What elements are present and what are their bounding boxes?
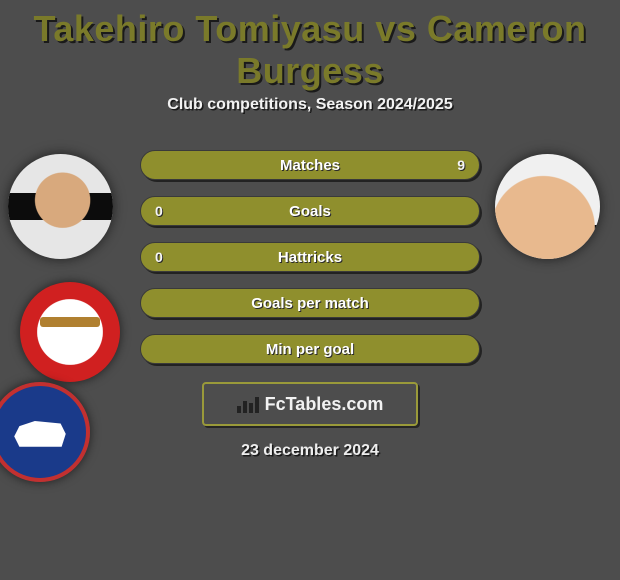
comparison-title: Takehiro Tomiyasu vs Cameron Burgess <box>0 0 620 96</box>
stat-label: Goals per match <box>141 289 479 317</box>
stat-bar-goals-per-match: Goals per match <box>140 288 480 318</box>
stat-bar-goals: 0 Goals <box>140 196 480 226</box>
brand-text: FcTables.com <box>265 394 384 415</box>
player1-face <box>8 154 113 259</box>
stat-label: Goals <box>141 197 479 225</box>
player2-portrait <box>495 154 600 259</box>
player2-face <box>495 154 600 259</box>
stat-label: Hattricks <box>141 243 479 271</box>
season-subtitle: Club competitions, Season 2024/2025 <box>0 96 620 132</box>
club1-crest <box>20 282 120 382</box>
stat-bar-min-per-goal: Min per goal <box>140 334 480 364</box>
stat-bars: Matches 9 0 Goals 0 Hattricks Goals per … <box>140 150 480 364</box>
stat-bar-matches: Matches 9 <box>140 150 480 180</box>
vs-separator: vs <box>375 8 416 49</box>
stat-bar-hattricks: 0 Hattricks <box>140 242 480 272</box>
stat-right-value: 9 <box>457 151 465 179</box>
bar-chart-icon <box>237 395 259 413</box>
snapshot-date: 23 december 2024 <box>0 442 620 460</box>
stat-label: Matches <box>141 151 479 179</box>
stat-label: Min per goal <box>141 335 479 363</box>
player1-portrait <box>8 154 113 259</box>
player1-name: Takehiro Tomiyasu <box>34 8 365 49</box>
club2-crest <box>0 382 90 482</box>
brand-badge: FcTables.com <box>202 382 418 426</box>
comparison-arena: Matches 9 0 Goals 0 Hattricks Goals per … <box>0 132 620 372</box>
